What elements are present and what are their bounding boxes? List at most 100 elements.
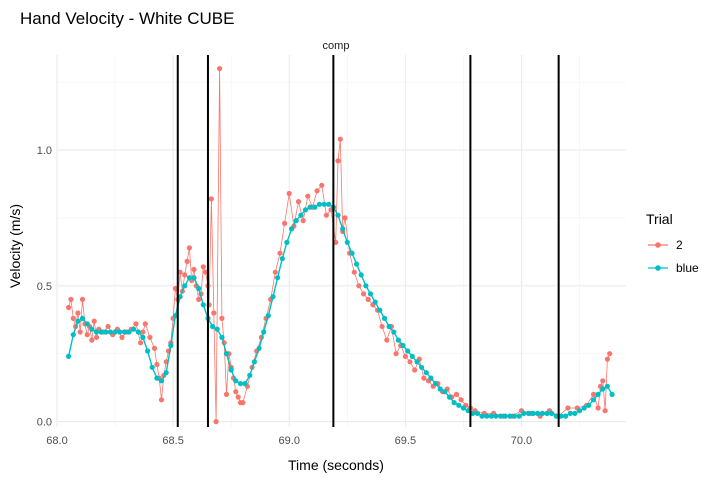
data-point (172, 313, 178, 319)
data-point (203, 269, 209, 275)
data-point (354, 261, 360, 267)
x-tick-label: 69.5 (395, 435, 416, 447)
x-tick-label: 70.0 (511, 435, 532, 447)
data-point (602, 408, 608, 414)
data-point (172, 285, 178, 292)
data-point (335, 158, 341, 164)
data-point (395, 337, 401, 343)
data-point (458, 397, 464, 403)
data-point (428, 375, 434, 381)
data-point (525, 410, 532, 416)
legend-item: blue (648, 261, 699, 275)
data-point (184, 258, 190, 264)
data-point (337, 136, 343, 142)
data-point (93, 334, 100, 340)
data-point (507, 413, 513, 419)
data-point (275, 275, 281, 281)
data-point (84, 321, 90, 327)
data-point (186, 245, 192, 251)
data-point (66, 304, 72, 311)
data-point (186, 275, 192, 281)
data-point (423, 370, 429, 376)
data-point (265, 313, 271, 319)
data-point (235, 394, 241, 400)
data-point (484, 413, 490, 419)
data-point (75, 310, 81, 316)
data-point (70, 315, 76, 321)
data-point (98, 329, 104, 335)
data-point (379, 323, 385, 330)
data-point (208, 196, 214, 202)
data-point (470, 410, 476, 416)
data-point (572, 410, 578, 416)
data-point (493, 413, 499, 419)
data-point (333, 239, 339, 245)
data-point (302, 207, 309, 213)
data-point (126, 329, 132, 335)
data-point (138, 340, 144, 346)
data-point (121, 329, 127, 335)
data-point (140, 334, 146, 340)
data-point (182, 272, 188, 278)
data-point (261, 329, 267, 335)
data-point (361, 291, 367, 297)
data-point (391, 329, 397, 335)
data-point (340, 226, 346, 232)
data-point (89, 326, 95, 332)
legend-items: 2 blue (648, 238, 699, 275)
axis-ticks: 68.0 68.5 69.0 69.5 70.0 0.0 0.5 1.0 (37, 145, 532, 447)
data-point (607, 351, 613, 357)
data-point (393, 351, 399, 357)
data-point (586, 402, 592, 408)
data-point (456, 402, 462, 408)
data-point (251, 359, 257, 365)
data-point (386, 323, 392, 330)
data-point (553, 413, 559, 419)
data-point (140, 329, 146, 335)
data-point (516, 413, 522, 419)
data-point (307, 204, 313, 210)
data-point (223, 351, 230, 357)
data-point (326, 201, 332, 207)
data-point (233, 389, 239, 395)
data-point (405, 348, 411, 354)
data-point (242, 381, 248, 387)
data-point (351, 269, 357, 275)
data-point (279, 256, 285, 262)
data-point (604, 356, 611, 362)
data-point (453, 391, 460, 397)
data-point (535, 410, 541, 416)
data-point (147, 334, 153, 340)
data-point (191, 275, 197, 281)
data-point (305, 193, 311, 199)
data-point (530, 410, 536, 416)
data-point (474, 410, 480, 416)
data-point (558, 413, 564, 419)
series-line (68, 68, 611, 422)
data-point (563, 413, 569, 419)
data-point (112, 329, 118, 335)
data-point (319, 182, 325, 188)
data-point (149, 364, 155, 370)
data-point (191, 266, 197, 273)
data-point (590, 391, 597, 397)
facet-strip-label: comp (323, 40, 350, 52)
y-tick-label: 0.0 (37, 417, 52, 429)
data-point (277, 250, 283, 256)
x-tick-label: 68.0 (46, 435, 67, 447)
legend-key-point (655, 242, 661, 248)
data-point (442, 389, 448, 395)
data-point (79, 315, 86, 321)
data-point (168, 342, 174, 349)
data-point (365, 296, 371, 302)
data-point (409, 353, 415, 359)
data-point (151, 345, 158, 351)
data-point (131, 326, 137, 332)
data-point (521, 410, 527, 416)
data-series (66, 66, 615, 425)
data-point (363, 283, 369, 289)
data-point (163, 370, 169, 376)
legend-label: 2 (676, 238, 683, 252)
data-point (219, 315, 225, 321)
